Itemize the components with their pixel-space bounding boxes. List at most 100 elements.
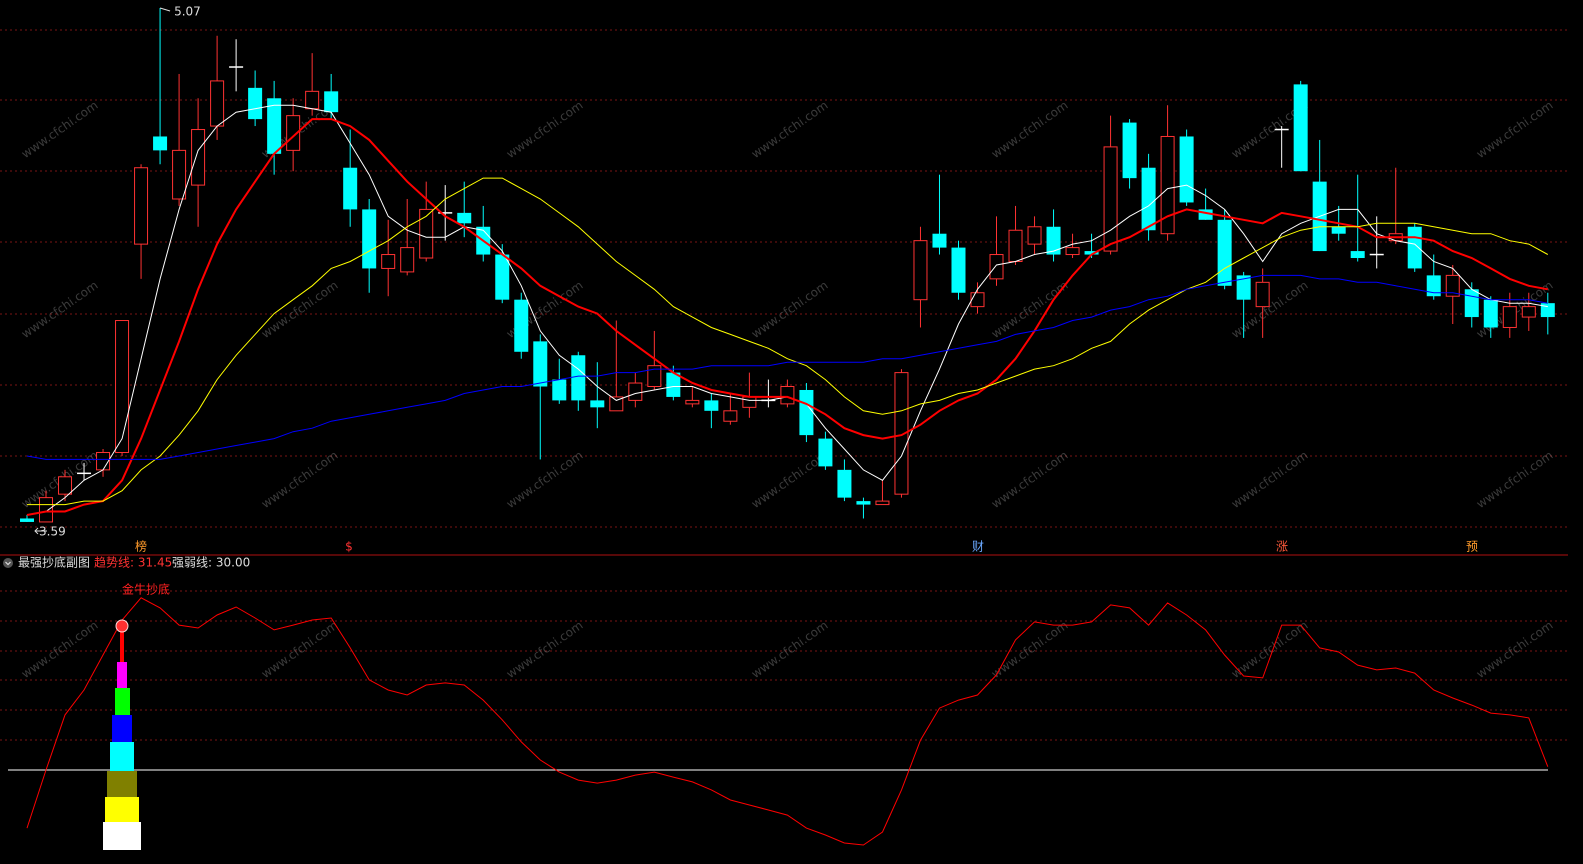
watermark: www.cfchi.com bbox=[1474, 618, 1556, 681]
candle-body bbox=[799, 389, 814, 436]
moving-average-line bbox=[26, 118, 1548, 516]
candle-body bbox=[1426, 275, 1441, 297]
signal-ball bbox=[115, 619, 129, 633]
candle-body bbox=[343, 167, 358, 210]
candle-body bbox=[96, 451, 111, 471]
candle-body bbox=[704, 400, 719, 411]
indicator-title: 最强抄底副图 bbox=[18, 555, 90, 570]
signal-block bbox=[103, 822, 141, 850]
candle-body bbox=[552, 379, 567, 401]
candle-body bbox=[875, 500, 890, 506]
signal-block bbox=[120, 630, 124, 662]
signal-block bbox=[105, 797, 139, 822]
event-marker: 预 bbox=[1466, 540, 1478, 554]
candle-body bbox=[723, 410, 738, 422]
candle-body bbox=[514, 299, 529, 352]
candle-body bbox=[362, 209, 377, 269]
collapse-chevron bbox=[5, 561, 11, 566]
candle-body bbox=[970, 292, 985, 308]
watermark: www.cfchi.com bbox=[504, 448, 586, 511]
low-pointer bbox=[34, 527, 47, 535]
candle-body bbox=[533, 341, 548, 387]
candle-body bbox=[381, 254, 396, 269]
low-label: 3.59 bbox=[39, 524, 66, 538]
candle-body bbox=[1160, 135, 1175, 235]
candle-body bbox=[1464, 289, 1479, 318]
event-marker: 涨 bbox=[1276, 539, 1288, 554]
candle-body bbox=[628, 382, 643, 401]
candle-body bbox=[1331, 226, 1346, 234]
indicator-header: 最强抄底副图 趋势线: 31.45 强弱线: 30.00 bbox=[3, 555, 250, 570]
signal-block bbox=[115, 688, 130, 715]
watermark: www.cfchi.com bbox=[1229, 618, 1311, 681]
watermark: www.cfchi.com bbox=[1474, 98, 1556, 161]
candle-body bbox=[856, 501, 871, 505]
candle-body bbox=[495, 254, 510, 300]
candles bbox=[20, 7, 1555, 523]
watermark: www.cfchi.com bbox=[749, 618, 831, 681]
watermark: www.cfchi.com bbox=[749, 98, 831, 161]
candle-body bbox=[267, 98, 282, 154]
candle-body bbox=[1122, 122, 1137, 179]
watermark: www.cfchi.com bbox=[989, 448, 1071, 511]
candle-body bbox=[1027, 226, 1042, 245]
moving-average-line bbox=[26, 274, 1548, 460]
candle-body bbox=[1141, 167, 1156, 231]
candle-body bbox=[58, 476, 73, 495]
candle-body bbox=[1084, 251, 1099, 255]
candle-body bbox=[153, 136, 168, 151]
candle-body bbox=[1236, 275, 1251, 300]
candle-body bbox=[324, 91, 339, 113]
candle-body bbox=[1445, 274, 1460, 297]
candle-body bbox=[742, 396, 757, 408]
signal-block bbox=[117, 662, 127, 688]
candle-body bbox=[590, 400, 605, 408]
signal-block bbox=[112, 715, 132, 742]
watermark: www.cfchi.com bbox=[989, 618, 1071, 681]
event-marker: 财 bbox=[972, 540, 984, 554]
event-marker: 榜 bbox=[135, 539, 147, 554]
candle-body bbox=[1350, 251, 1365, 259]
candle-body bbox=[286, 115, 301, 151]
watermark: www.cfchi.com bbox=[19, 278, 101, 341]
candle-body bbox=[609, 396, 624, 412]
watermark: www.cfchi.com bbox=[749, 448, 831, 511]
candle-body bbox=[172, 149, 187, 200]
candle-body bbox=[1103, 146, 1118, 252]
high-pointer bbox=[159, 7, 171, 12]
legend-entry: 趋势线: 31.45 bbox=[94, 556, 172, 570]
candle-body bbox=[400, 247, 415, 273]
watermark: www.cfchi.com bbox=[259, 448, 341, 511]
candle-body bbox=[457, 212, 472, 224]
candle-body bbox=[913, 240, 928, 301]
watermark: www.cfchi.com bbox=[259, 278, 341, 341]
watermark: www.cfchi.com bbox=[749, 278, 831, 341]
event-marker: $ bbox=[345, 540, 353, 554]
signal-block bbox=[110, 742, 134, 771]
watermark: www.cfchi.com bbox=[19, 98, 101, 161]
candle-body bbox=[685, 399, 700, 405]
candle-body bbox=[818, 438, 833, 467]
high-label: 5.07 bbox=[174, 4, 201, 18]
collapse-icon[interactable] bbox=[3, 558, 13, 568]
event-markers: 榜 $ 财 涨 预 bbox=[135, 539, 1478, 554]
signal-stack: 金牛抄底 bbox=[103, 582, 170, 850]
candle-body bbox=[894, 372, 909, 495]
signal-block bbox=[107, 771, 137, 797]
candle-body bbox=[989, 254, 1004, 280]
watermark: www.cfchi.com bbox=[1229, 448, 1311, 511]
watermark: www.cfchi.com bbox=[1474, 448, 1556, 511]
candle-body bbox=[419, 208, 434, 259]
candle-body bbox=[305, 90, 320, 110]
candle-body bbox=[20, 518, 34, 522]
candle-body bbox=[1179, 136, 1194, 203]
moving-average-line bbox=[27, 177, 1549, 506]
candle-body bbox=[1502, 306, 1517, 328]
trend-line bbox=[26, 597, 1549, 846]
candle-body bbox=[1217, 219, 1232, 286]
candle-body bbox=[191, 129, 206, 186]
watermark: www.cfchi.com bbox=[989, 98, 1071, 161]
candle-body bbox=[1198, 209, 1213, 220]
candle-body bbox=[951, 247, 966, 293]
